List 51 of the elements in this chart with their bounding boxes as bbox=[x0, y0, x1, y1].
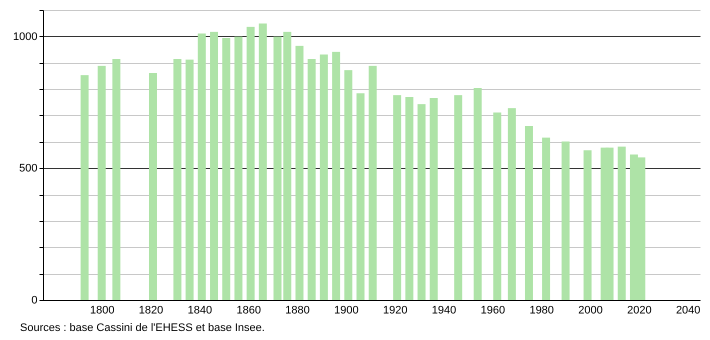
bar bbox=[148, 73, 157, 300]
bar bbox=[430, 98, 438, 300]
y-tick-label: 0 bbox=[31, 294, 38, 306]
bar bbox=[320, 54, 328, 300]
x-tick-label: 1960 bbox=[480, 304, 506, 316]
bar bbox=[258, 23, 267, 300]
bar bbox=[368, 66, 377, 300]
source-note: Sources : base Cassini de l'EHESS et base Insee. bbox=[20, 322, 266, 334]
bar bbox=[584, 150, 592, 300]
x-tick-label: 1980 bbox=[529, 304, 554, 316]
x-tick-label: 2000 bbox=[578, 304, 603, 316]
x-tick-label: 1900 bbox=[334, 304, 359, 316]
bar bbox=[283, 32, 292, 300]
bar bbox=[344, 70, 352, 300]
bar bbox=[618, 146, 626, 300]
bar bbox=[295, 46, 304, 300]
x-tick-label: 2040 bbox=[676, 304, 700, 316]
bar bbox=[112, 59, 120, 300]
bar bbox=[186, 60, 194, 300]
y-tick-label: 1000 bbox=[13, 30, 38, 43]
x-tick-label: 1920 bbox=[382, 304, 408, 316]
x-tick-label: 1820 bbox=[138, 304, 164, 316]
bar bbox=[393, 95, 402, 300]
bar bbox=[210, 32, 218, 300]
bar bbox=[234, 36, 242, 300]
bar bbox=[356, 93, 365, 300]
bar bbox=[274, 36, 282, 300]
y-tick-label: 500 bbox=[19, 162, 38, 175]
bar bbox=[222, 38, 230, 300]
x-tick-label: 1800 bbox=[90, 304, 114, 316]
bar bbox=[405, 97, 414, 300]
x-tick-label: 1840 bbox=[188, 304, 212, 316]
bar bbox=[474, 88, 482, 300]
bar bbox=[198, 33, 206, 300]
bar bbox=[332, 52, 340, 300]
bar bbox=[542, 138, 550, 300]
x-tick-label: 1940 bbox=[432, 304, 456, 316]
bar bbox=[493, 112, 502, 300]
bar bbox=[308, 59, 316, 300]
bar bbox=[508, 108, 516, 300]
bar bbox=[524, 126, 533, 300]
bar bbox=[246, 26, 255, 300]
bar bbox=[80, 75, 89, 300]
bar bbox=[454, 95, 462, 300]
bar bbox=[173, 59, 182, 300]
bar bbox=[562, 142, 570, 300]
bar bbox=[98, 66, 106, 300]
x-tick-label: 1880 bbox=[285, 304, 310, 316]
x-tick-label: 1860 bbox=[236, 304, 261, 316]
bar bbox=[418, 104, 426, 300]
x-tick-label: 2020 bbox=[627, 304, 652, 316]
